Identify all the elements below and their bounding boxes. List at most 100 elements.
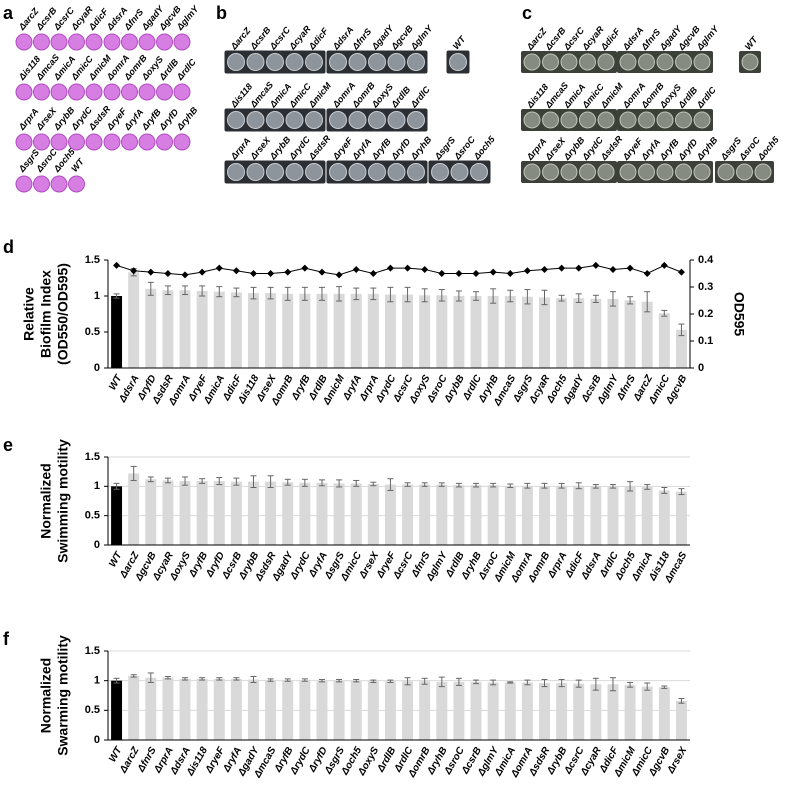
well	[656, 111, 674, 129]
bar	[230, 678, 242, 740]
well	[285, 111, 304, 129]
well	[266, 53, 284, 71]
well	[68, 175, 85, 193]
strain-label: ΔrdlC	[694, 85, 718, 111]
well	[103, 133, 121, 151]
well	[173, 133, 191, 151]
bar	[111, 296, 123, 368]
bar	[316, 293, 328, 368]
well	[675, 53, 692, 71]
line-marker	[369, 270, 377, 277]
well	[305, 163, 323, 181]
bar	[299, 680, 311, 740]
bar	[470, 296, 482, 368]
bar	[145, 288, 157, 368]
bar	[607, 684, 619, 740]
well	[579, 111, 596, 129]
line-marker	[386, 264, 394, 272]
strain-label: ΔcsrB	[248, 25, 273, 53]
strain-label: ΔryeF	[330, 135, 355, 162]
well	[50, 83, 68, 101]
strain-label: ΔmicM	[306, 80, 333, 110]
line-marker	[215, 264, 223, 272]
line	[116, 264, 682, 276]
well	[266, 111, 284, 129]
line-marker	[438, 270, 446, 277]
well	[173, 33, 191, 51]
well	[449, 53, 467, 71]
bar	[419, 295, 431, 368]
bar	[179, 481, 191, 545]
well	[15, 33, 33, 51]
bar	[590, 486, 602, 545]
well	[693, 111, 711, 129]
bar	[265, 481, 277, 545]
strain-label: WT	[743, 34, 761, 52]
bar	[402, 294, 414, 368]
y-axis-label: Swimming motility	[55, 439, 71, 563]
well	[579, 53, 596, 71]
bar	[299, 293, 311, 368]
y-axis-label: (OD550/OD595)	[55, 263, 71, 365]
bar	[282, 482, 294, 545]
y-axis-label: Normalized	[38, 658, 54, 733]
well	[246, 111, 265, 129]
panel-label: e	[3, 435, 13, 455]
well	[33, 133, 50, 151]
bar	[248, 293, 259, 368]
bar	[504, 485, 516, 545]
line-marker	[592, 261, 600, 269]
bar	[402, 484, 414, 545]
well	[50, 175, 68, 193]
panel-label: f	[3, 629, 10, 649]
well	[736, 163, 753, 181]
y2-axis-label: OD595	[731, 292, 747, 337]
bar	[367, 293, 379, 368]
line-marker	[523, 267, 531, 275]
y-tick-label: 1	[94, 480, 100, 492]
bar	[607, 486, 619, 545]
bar	[333, 293, 345, 368]
well	[523, 111, 541, 129]
bar	[453, 681, 465, 740]
bar	[607, 298, 619, 368]
well	[156, 83, 173, 101]
line-marker	[284, 268, 292, 276]
panel-label: d	[3, 237, 14, 257]
strain-label: ΔryhB	[694, 135, 720, 163]
well	[560, 111, 578, 129]
well	[305, 111, 323, 129]
strain-label: ΔdsrA	[330, 25, 355, 53]
well	[227, 111, 245, 129]
bar	[539, 683, 550, 740]
y-tick-label: 0	[94, 362, 100, 374]
bar	[453, 485, 465, 545]
bar	[196, 290, 208, 368]
line-marker	[113, 261, 121, 269]
well	[597, 111, 615, 129]
bar	[265, 293, 277, 368]
bar	[658, 687, 670, 740]
line-marker	[575, 264, 583, 272]
bar	[504, 682, 516, 740]
strain-label: ΔryfD	[157, 107, 181, 133]
y-tick-label: 0	[94, 734, 100, 746]
well	[368, 111, 386, 129]
y2-tick-label: 0.2	[698, 308, 713, 320]
bar	[641, 686, 653, 740]
well	[121, 133, 138, 151]
well	[597, 53, 615, 71]
line-marker	[198, 268, 206, 276]
well	[638, 53, 655, 71]
well	[33, 175, 50, 193]
well	[693, 163, 711, 181]
y-tick-label: 1.5	[85, 254, 100, 266]
bar	[316, 680, 328, 740]
bar	[624, 486, 636, 545]
well	[638, 111, 655, 129]
bar	[573, 485, 585, 545]
well	[138, 33, 156, 51]
well	[15, 133, 33, 151]
strain-label: ΔryfD	[676, 137, 700, 163]
strain-label: ΔryfB	[369, 136, 393, 162]
